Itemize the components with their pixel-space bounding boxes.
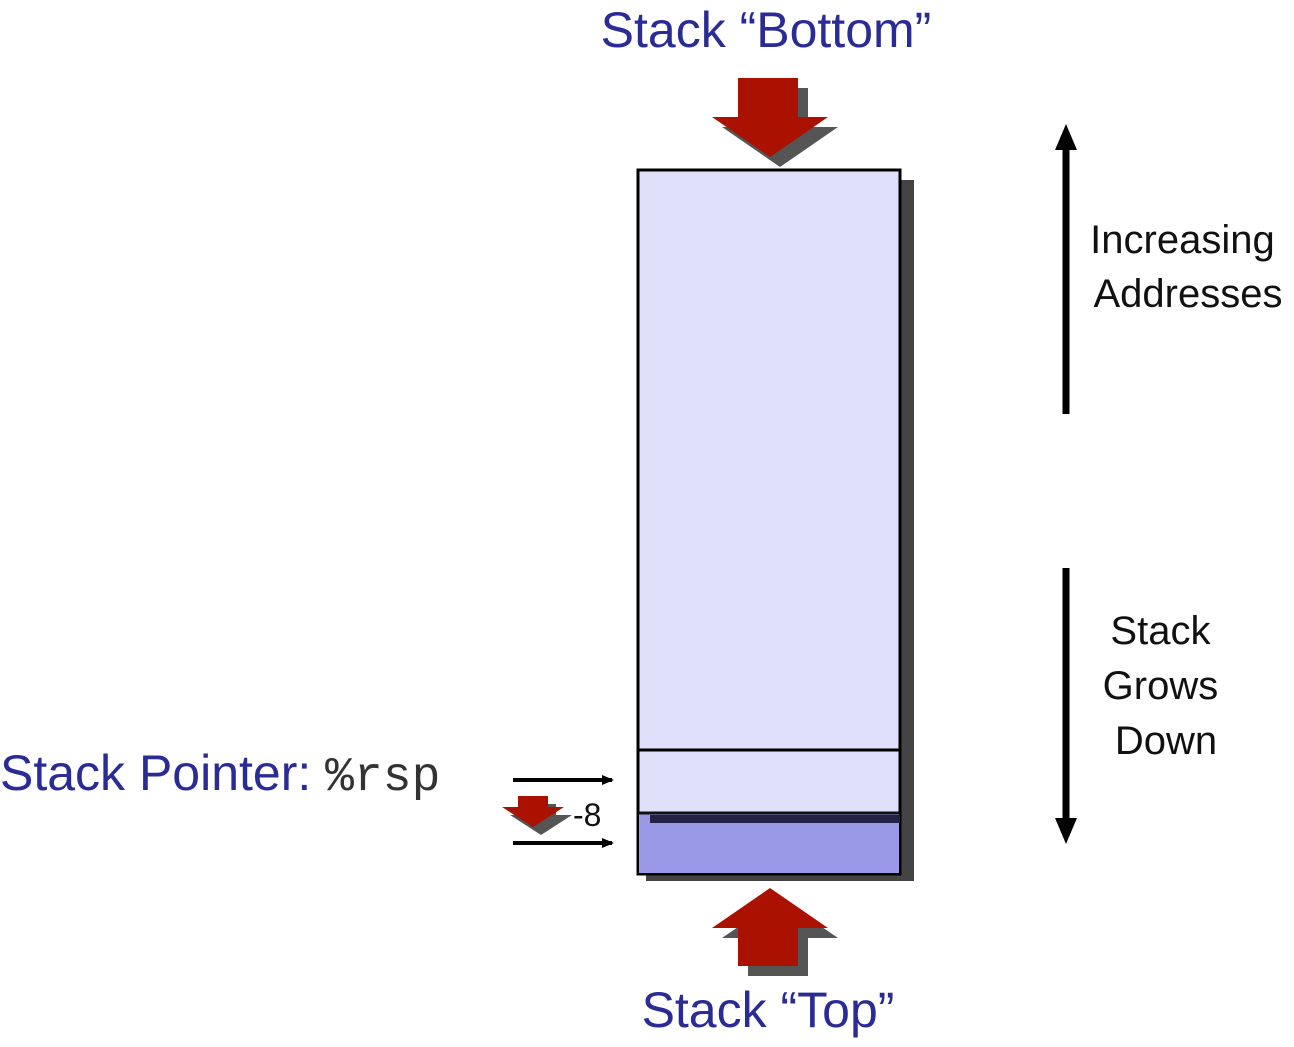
stack-grows-line3: Down [1115,719,1217,763]
pointer-delta-label: -8 [573,797,601,833]
stack-bottom-title: Stack “Bottom” [601,2,932,58]
increasing-addresses-line2: Addresses [1094,272,1283,316]
stack-pointer-register: %rsp [325,751,440,805]
top-arrow-icon [712,888,838,976]
increasing-addresses-label: Increasing Addresses [1090,218,1286,316]
increasing-addresses-line1: Increasing [1090,218,1275,262]
stack-grows-line2: Grows [1103,664,1219,708]
increasing-addresses-arrow [1055,124,1077,414]
decrement-arrow-icon [502,796,572,835]
stack-pointer-label: Stack Pointer: %rsp [0,745,440,805]
stack-grows-down-arrow [1055,568,1077,844]
new-slot-top-shadow [650,815,900,823]
stack-grows-line1: Stack [1110,609,1211,653]
bottom-arrow-icon [712,78,838,167]
stack-grows-down-label: Stack Grows Down [1103,609,1230,763]
stack-memory-block [636,168,902,876]
stack-top-title: Stack “Top” [642,982,895,1038]
stack-pointer-prefix: Stack Pointer: [0,745,325,801]
